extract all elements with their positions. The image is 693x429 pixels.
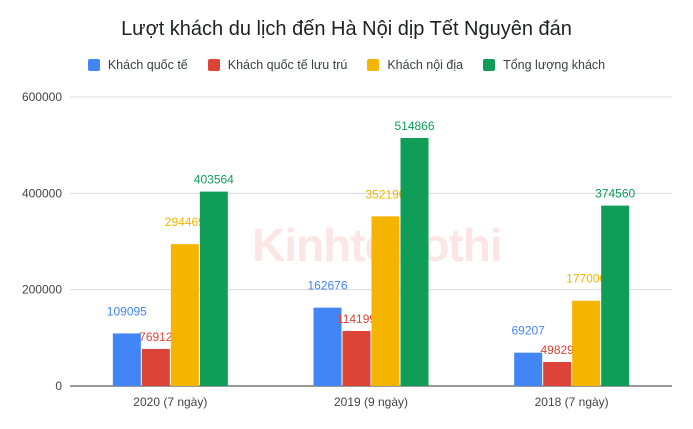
data-label: 76912 — [139, 330, 173, 344]
x-tick-label: 2020 (7 ngày) — [133, 395, 207, 409]
bar — [170, 244, 199, 386]
y-tick-label: 400000 — [22, 186, 62, 200]
legend-swatch — [367, 59, 380, 71]
chart-legend: Khách quốc tế Khách quốc tế lưu trú Khách … — [0, 58, 693, 72]
data-label: 49829 — [540, 343, 574, 357]
legend-swatch — [483, 59, 496, 71]
data-label: 514866 — [394, 119, 434, 133]
bar — [199, 191, 228, 386]
bar — [342, 330, 371, 386]
x-tick-label: 2019 (9 ngày) — [334, 395, 408, 409]
data-label: 374560 — [595, 187, 635, 201]
legend-item: Tổng lượng khách — [483, 58, 605, 72]
chart-title: Lượt khách du lịch đến Hà Nội dịp Tết Ng… — [121, 18, 572, 40]
legend-swatch — [87, 59, 100, 71]
data-label: 352190 — [365, 187, 405, 201]
y-tick-label: 200000 — [22, 283, 62, 297]
data-label: 294469 — [165, 215, 205, 229]
legend-label: Khách quốc tế — [107, 58, 188, 72]
data-label: 69207 — [511, 324, 545, 338]
bar — [572, 300, 601, 386]
legend-label: Khách nội địa — [387, 58, 464, 72]
x-tick-label: 2018 (7 ngày) — [535, 395, 609, 409]
legend-swatch — [207, 59, 220, 71]
legend-item: Khách quốc tế — [87, 58, 188, 72]
data-label: 109095 — [107, 304, 147, 318]
bar — [313, 307, 342, 386]
data-label: 403564 — [194, 173, 234, 187]
legend-item: Khách nội địa — [367, 58, 463, 72]
bar — [141, 348, 170, 386]
legend-item: Khách quốc tế lưu trú — [207, 58, 348, 72]
bar — [400, 138, 429, 386]
data-label: 177000 — [566, 272, 606, 286]
data-label: 114199 — [337, 312, 376, 326]
data-label: 162676 — [307, 279, 347, 293]
y-tick-label: 0 — [55, 379, 62, 393]
y-tick-label: 600000 — [22, 90, 62, 104]
bar — [112, 333, 141, 386]
bar — [371, 216, 400, 386]
legend-label: Tổng lượng khách — [503, 58, 606, 72]
bar — [601, 205, 630, 386]
bar — [543, 361, 572, 386]
legend-label: Khách quốc tế lưu trú — [227, 58, 348, 72]
bar — [514, 352, 543, 386]
